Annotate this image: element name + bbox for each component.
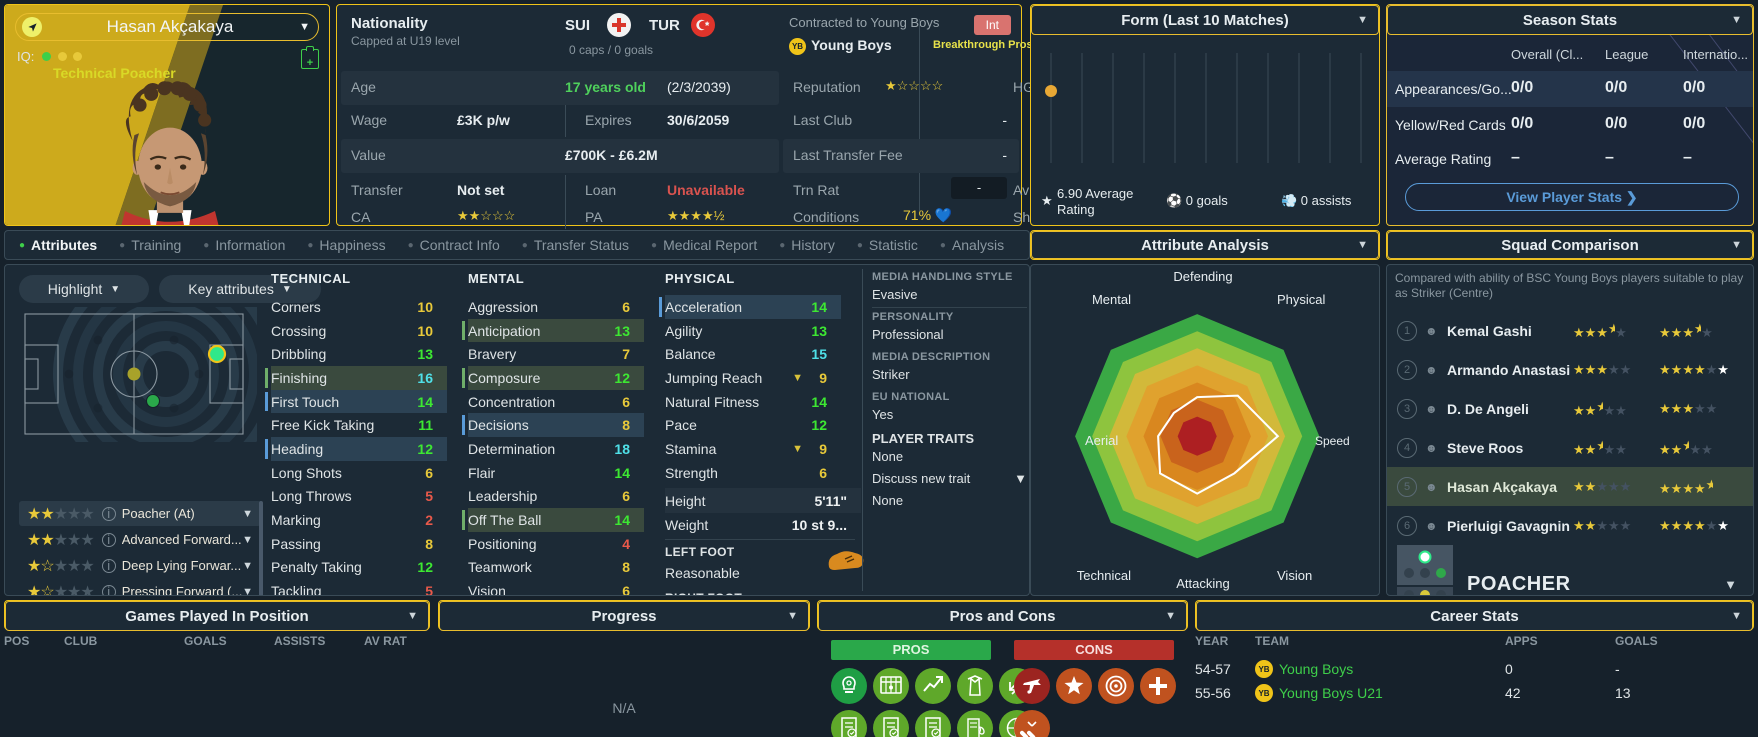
svg-text:Defending: Defending: [1173, 269, 1232, 284]
svg-text:Speed: Speed: [1315, 434, 1350, 448]
svg-text:Vision: Vision: [1277, 568, 1312, 583]
svg-text:Attacking: Attacking: [1176, 576, 1229, 591]
svg-text:Mental: Mental: [1092, 292, 1131, 307]
svg-text:Physical: Physical: [1277, 292, 1326, 307]
svg-text:Aerial: Aerial: [1085, 433, 1118, 448]
svg-text:Technical: Technical: [1077, 568, 1131, 583]
